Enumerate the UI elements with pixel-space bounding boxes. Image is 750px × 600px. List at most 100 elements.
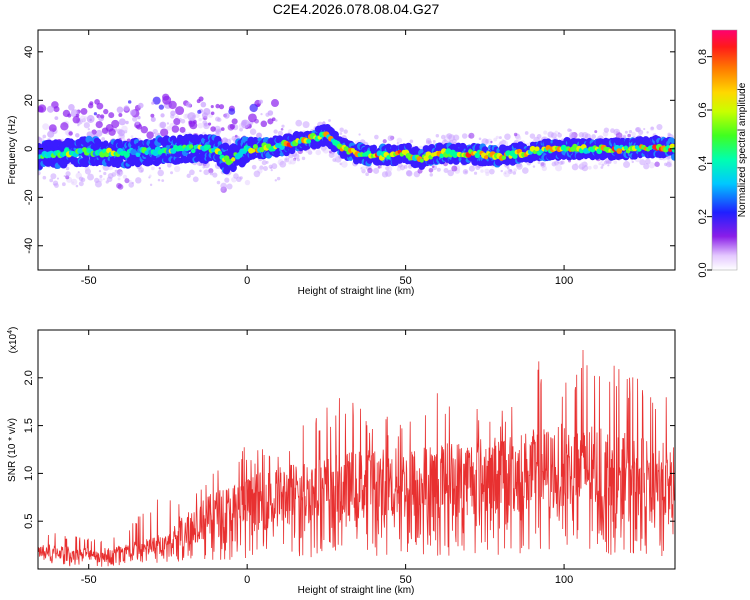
- spectral-halo-point: [270, 169, 273, 172]
- y-tick-label: -20: [23, 189, 35, 205]
- spectral-halo-point: [610, 128, 615, 134]
- spectral-halo-point: [148, 174, 152, 178]
- spectral-halo-point: [555, 164, 563, 172]
- spectral-halo-point: [468, 132, 475, 139]
- spectral-halo-point: [440, 134, 446, 140]
- spectral-patch-point: [80, 107, 88, 115]
- spectral-halo-point: [493, 137, 498, 142]
- spectral-patch-point: [162, 93, 170, 101]
- spectral-halo-point: [409, 139, 414, 144]
- spectral-halo-point: [80, 177, 86, 183]
- spectral-patch-point: [210, 126, 216, 132]
- spectral-halo-point: [217, 117, 222, 122]
- spectral-patch-point: [135, 121, 140, 126]
- spectral-patch-point: [86, 115, 95, 123]
- spectral-patch-point: [108, 112, 115, 119]
- spectral-patch-point: [260, 120, 268, 128]
- spectral-halo-point: [183, 113, 189, 119]
- spectral-patch-point: [171, 125, 180, 133]
- spectral-halo-point: [468, 165, 475, 172]
- spectral-ridge-point: [484, 155, 489, 160]
- spectral-halo-point: [381, 171, 389, 178]
- spectral-halo-point: [515, 135, 522, 141]
- spectral-halo-point: [646, 131, 649, 134]
- spectral-patch-point: [187, 112, 196, 121]
- spectral-halo-point: [386, 165, 393, 172]
- spectral-halo-point: [432, 139, 436, 143]
- spectral-halo-point: [186, 173, 191, 179]
- colorbar-tick-label: 0.6: [697, 102, 709, 117]
- spectral-halo-point: [631, 160, 634, 164]
- spectral-halo-point: [279, 160, 287, 168]
- spectral-patch-point: [201, 112, 208, 119]
- spectral-patch-point: [267, 110, 274, 116]
- spectral-halo-point: [61, 182, 66, 187]
- spectral-patch-point: [101, 127, 109, 134]
- spectral-halo-point: [575, 134, 578, 137]
- spectral-patch-point: [96, 102, 104, 110]
- spectral-halo-point: [509, 169, 513, 172]
- spectral-patch-point: [103, 108, 109, 115]
- spectral-halo-point: [276, 176, 281, 181]
- spectral-halo-point: [635, 127, 640, 133]
- spectral-halo-point: [367, 167, 373, 174]
- spectral-patch-point: [208, 122, 212, 126]
- spectral-halo-point: [38, 170, 41, 176]
- spectral-halo-point: [447, 169, 455, 177]
- x-tick-label: -50: [81, 574, 97, 586]
- spectral-halo-point: [122, 174, 128, 180]
- y-tick-label: 20: [23, 94, 35, 106]
- colorbar-gradient: [711, 29, 738, 271]
- spectral-halo-point: [464, 170, 468, 174]
- spectral-halo-point: [224, 177, 230, 183]
- spectral-halo-point: [656, 123, 663, 131]
- spectral-halo-point: [451, 165, 458, 172]
- spectral-halo-point: [666, 161, 672, 168]
- spectral-patch-point: [95, 129, 103, 137]
- spectral-patch-point: [168, 100, 177, 110]
- spectral-halo-point: [94, 180, 102, 188]
- snr-y-label: SNR (10 * v/v): [7, 418, 18, 482]
- spectral-halo-point: [480, 169, 484, 173]
- spectral-halo-point: [403, 164, 408, 169]
- spectral-halo-point: [220, 187, 225, 192]
- spectral-halo-point: [406, 170, 413, 177]
- x-tick-label: -50: [81, 275, 97, 287]
- spectral-patch-point: [248, 113, 257, 123]
- spectral-halo-point: [265, 160, 269, 164]
- spectral-patch-point: [146, 131, 154, 139]
- spectral-halo-point: [624, 130, 628, 134]
- spectral-halo-point: [591, 134, 596, 139]
- spectral-halo-point: [623, 161, 631, 169]
- spectral-patch-point: [221, 137, 229, 144]
- spectral-patch-point: [140, 126, 149, 134]
- spectral-halo-point: [600, 160, 603, 164]
- spectral-patch-point: [75, 133, 80, 138]
- spectral-halo-point: [503, 170, 511, 178]
- spectral-halo-point: [358, 133, 361, 136]
- spectral-halo-point: [427, 140, 432, 145]
- spectral-patch-point: [215, 103, 220, 109]
- spectral-ridge-point: [343, 146, 349, 152]
- spectral-halo-point: [506, 166, 510, 170]
- spectral-halo-point: [121, 137, 126, 141]
- spectral-patch-point: [108, 128, 116, 136]
- spectral-ridge-point: [623, 145, 629, 150]
- spectral-patch-point: [138, 102, 144, 109]
- colorbar-label: Normalized spectral amplitude: [737, 82, 748, 217]
- spectral-halo-point: [284, 157, 290, 163]
- spectral-patch-point: [127, 100, 132, 104]
- spectral-halo-point: [275, 119, 278, 122]
- spectral-patch-point: [68, 131, 73, 136]
- spectral-halo-point: [273, 129, 278, 134]
- spectral-halo-point: [42, 134, 47, 139]
- spectral-ridge-point: [616, 148, 623, 154]
- spectral-halo-point: [274, 179, 278, 182]
- spectral-halo-point: [500, 169, 503, 173]
- x-tick-label: 100: [555, 275, 573, 287]
- spectral-patch-point: [160, 113, 165, 118]
- spectral-halo-point: [189, 169, 195, 176]
- spectral-halo-point: [598, 162, 602, 166]
- spectral-patch-point: [62, 109, 71, 118]
- spectral-halo-point: [365, 172, 369, 177]
